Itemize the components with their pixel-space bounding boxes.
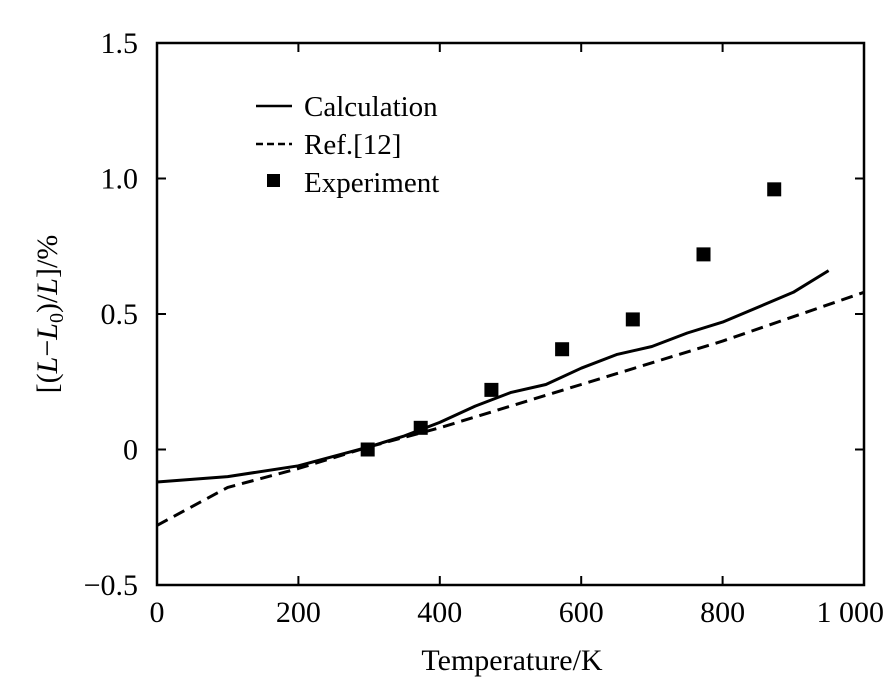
y-tick-label: 0	[123, 434, 138, 467]
legend-label: Calculation	[304, 91, 438, 123]
x-tick-label: 800	[700, 596, 745, 629]
y-tick-label: 1.0	[101, 163, 139, 196]
legend: Calculation Ref.[12] Experiment	[256, 91, 439, 199]
x-tick-label: 200	[276, 596, 321, 629]
series-layer	[156, 182, 865, 527]
y-tick-label: −0.5	[84, 569, 138, 602]
x-tick-label: 0	[150, 596, 165, 629]
ticks: 0 200 400 600 800 1 000 −0.5 0 0.5 1.0 1.5	[84, 27, 884, 629]
experiment-point	[625, 312, 640, 327]
plot-border	[155, 41, 866, 587]
experiment-point	[360, 442, 375, 457]
y-tick-label: 1.5	[101, 27, 139, 60]
x-tick-label: 1 000	[817, 596, 885, 629]
axis-labels: Temperature/K [(L−L0)/L]/%	[31, 235, 603, 677]
legend-label: Experiment	[304, 167, 439, 199]
legend-experiment-marker	[267, 174, 280, 187]
calculation-line	[156, 269, 830, 484]
x-tick-label: 600	[559, 596, 604, 629]
experiment-point	[484, 382, 499, 397]
y-tick-label: 0.5	[101, 298, 139, 331]
x-axis-title: Temperature/K	[421, 644, 602, 677]
experiment-point	[696, 247, 711, 262]
x-tick-label: 400	[417, 596, 462, 629]
experiment-point	[413, 420, 428, 435]
legend-label: Ref.[12]	[304, 129, 401, 161]
plot-frame	[155, 41, 866, 587]
experiment-point	[555, 342, 570, 357]
y-axis-title: [(L−L0)/L]/%	[31, 235, 68, 394]
experiment-point	[767, 182, 782, 197]
ref-12-line	[156, 290, 865, 527]
